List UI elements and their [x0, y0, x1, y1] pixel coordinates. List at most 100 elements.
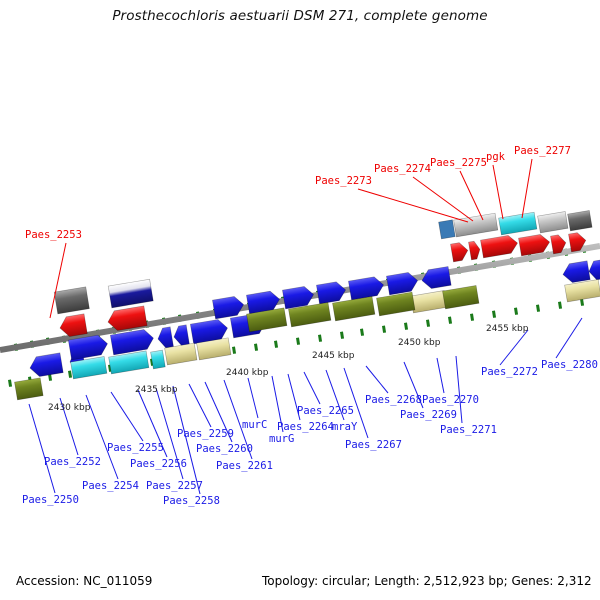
- gene-label[interactable]: Paes_2268: [365, 394, 422, 406]
- gene-glyph-reverse[interactable]: [58, 313, 88, 338]
- gene-glyph-reverse[interactable]: [468, 240, 482, 261]
- gene-label[interactable]: Paes_2256: [130, 458, 187, 470]
- label-leader-line: [110, 391, 144, 442]
- rna-feature-tick[interactable]: [254, 343, 259, 351]
- rna-feature-tick[interactable]: [470, 313, 475, 321]
- gene-glyph-upper[interactable]: [438, 219, 456, 240]
- gene-label[interactable]: Paes_2271: [440, 424, 497, 436]
- genome-map-svg[interactable]: 2430 kbp 2435 kbp 2440 kbp 2445 kbp 2450 kbp…: [0, 30, 600, 550]
- label-leader-line: [357, 188, 469, 223]
- gene-label-highlight[interactable]: Paes_2277: [514, 145, 571, 157]
- gene-glyph-forward[interactable]: [316, 281, 347, 305]
- gene-glyph-reverse[interactable]: [450, 241, 470, 263]
- rna-feature-tick[interactable]: [296, 337, 301, 345]
- gene-glyph-forward[interactable]: [386, 271, 419, 296]
- gene-glyph-forward[interactable]: [420, 266, 452, 290]
- gene-label[interactable]: Paes_2257: [146, 480, 203, 492]
- gene-glyph-forward[interactable]: [156, 326, 174, 349]
- gene-label[interactable]: murC: [242, 419, 267, 431]
- gene-label[interactable]: Paes_2252: [44, 456, 101, 468]
- gene-glyph-forward[interactable]: [190, 318, 229, 345]
- gene-glyph-khaki[interactable]: [564, 279, 600, 303]
- gene-glyph-forward[interactable]: [246, 290, 281, 315]
- gene-label[interactable]: Paes_2272: [481, 366, 538, 378]
- gene-glyph-reverse[interactable]: [518, 233, 552, 257]
- gene-label[interactable]: Paes_2267: [345, 439, 402, 451]
- rna-feature-tick[interactable]: [381, 325, 387, 333]
- gene-glyph-olive[interactable]: [288, 302, 332, 328]
- gene-glyph-cyan[interactable]: [150, 349, 166, 370]
- gene-label-highlight[interactable]: Paes_2253: [25, 229, 82, 241]
- rna-feature-tick[interactable]: [274, 340, 279, 348]
- gene-label[interactable]: mraY: [332, 421, 358, 433]
- rna-feature-tick[interactable]: [339, 331, 345, 339]
- gene-glyph-reverse[interactable]: [480, 234, 519, 259]
- gene-glyph-khaki[interactable]: [410, 290, 448, 314]
- gene-label-highlight[interactable]: Paes_2275: [430, 157, 487, 169]
- rna-feature-tick[interactable]: [558, 301, 563, 309]
- gene-glyph-reverse[interactable]: [550, 234, 568, 255]
- gene-glyph-forward[interactable]: [282, 285, 315, 310]
- gene-glyph-khaki[interactable]: [196, 337, 232, 361]
- gene-glyph-forward[interactable]: [587, 259, 600, 281]
- rna-feature-tick[interactable]: [514, 307, 519, 315]
- gene-glyph-khaki[interactable]: [164, 342, 198, 366]
- gene-glyph-forward[interactable]: [28, 352, 64, 378]
- gene-label-highlight[interactable]: Paes_2273: [315, 175, 372, 187]
- gene-label-highlight[interactable]: Paes_2274: [374, 163, 431, 175]
- gene-label-highlight[interactable]: pgk: [486, 151, 506, 163]
- gene-glyph-olive[interactable]: [14, 377, 44, 401]
- gene-glyph-upper[interactable]: [107, 278, 154, 309]
- gene-glyph-olive[interactable]: [442, 285, 480, 310]
- gene-glyph-upper[interactable]: [453, 212, 499, 238]
- rna-feature-tick[interactable]: [403, 322, 409, 330]
- gene-glyph-olive[interactable]: [332, 296, 376, 322]
- gene-label[interactable]: Paes_2261: [216, 460, 273, 472]
- gene-glyph-upper[interactable]: [537, 211, 569, 234]
- label-leader-line: [436, 357, 445, 394]
- gene-label[interactable]: Paes_2264: [277, 421, 334, 433]
- gene-label[interactable]: Paes_2265: [297, 405, 354, 417]
- gene-glyph-forward[interactable]: [110, 328, 155, 356]
- gene-label[interactable]: Paes_2254: [82, 480, 139, 492]
- gene-glyph-cyan[interactable]: [108, 350, 150, 375]
- gene-label[interactable]: Paes_2259: [177, 428, 234, 440]
- gene-label[interactable]: Paes_2280: [541, 359, 598, 371]
- gene-glyph-reverse[interactable]: [106, 305, 148, 332]
- gene-glyph-forward[interactable]: [561, 260, 591, 284]
- gene-glyph-cyan[interactable]: [70, 356, 108, 380]
- gene-glyph-upper[interactable]: [498, 211, 538, 236]
- rna-feature-tick[interactable]: [7, 379, 13, 387]
- rna-feature-tick[interactable]: [317, 334, 323, 342]
- gene-glyph-forward[interactable]: [68, 334, 109, 361]
- gene-glyph-olive[interactable]: [246, 307, 288, 333]
- rna-feature-tick[interactable]: [536, 304, 541, 312]
- gene-label[interactable]: Paes_2255: [107, 442, 164, 454]
- gene-glyph-olive[interactable]: [376, 291, 416, 317]
- gene-label[interactable]: Paes_2269: [400, 409, 457, 421]
- rna-feature-tick[interactable]: [580, 298, 585, 306]
- gene-label[interactable]: Paes_2250: [22, 494, 79, 506]
- gene-glyph-forward[interactable]: [212, 295, 245, 320]
- rna-feature-tick[interactable]: [360, 328, 365, 336]
- gene-label[interactable]: Paes_2258: [163, 495, 220, 507]
- gene-glyph-layer[interactable]: [14, 210, 600, 401]
- accession-label: Accession: NC_011059: [16, 574, 153, 588]
- gene-glyph-upper[interactable]: [567, 210, 593, 232]
- rna-feature-tick[interactable]: [448, 316, 453, 324]
- gene-label-layer[interactable]: Paes_2250 Paes_2252 Paes_2254 Paes_2255 Paes…: [22, 145, 598, 507]
- gene-label[interactable]: Paes_2260: [196, 443, 253, 455]
- gene-glyph-reverse[interactable]: [568, 231, 588, 253]
- gene-glyph-upper[interactable]: [53, 286, 90, 315]
- rna-feature-tick[interactable]: [48, 373, 53, 381]
- rna-feature-tick[interactable]: [68, 370, 73, 378]
- gene-glyph-forward[interactable]: [348, 276, 385, 301]
- rna-feature-tick[interactable]: [492, 310, 497, 318]
- rna-feature-tick[interactable]: [426, 319, 431, 327]
- gene-glyph-forward[interactable]: [172, 324, 190, 347]
- gene-label[interactable]: murG: [269, 433, 294, 445]
- gene-label[interactable]: Paes_2270: [422, 394, 479, 406]
- rna-feature-tick[interactable]: [232, 346, 237, 354]
- label-leader-line: [49, 242, 67, 319]
- genome-map-canvas[interactable]: 2430 kbp 2435 kbp 2440 kbp 2445 kbp 2450 kbp…: [0, 30, 600, 550]
